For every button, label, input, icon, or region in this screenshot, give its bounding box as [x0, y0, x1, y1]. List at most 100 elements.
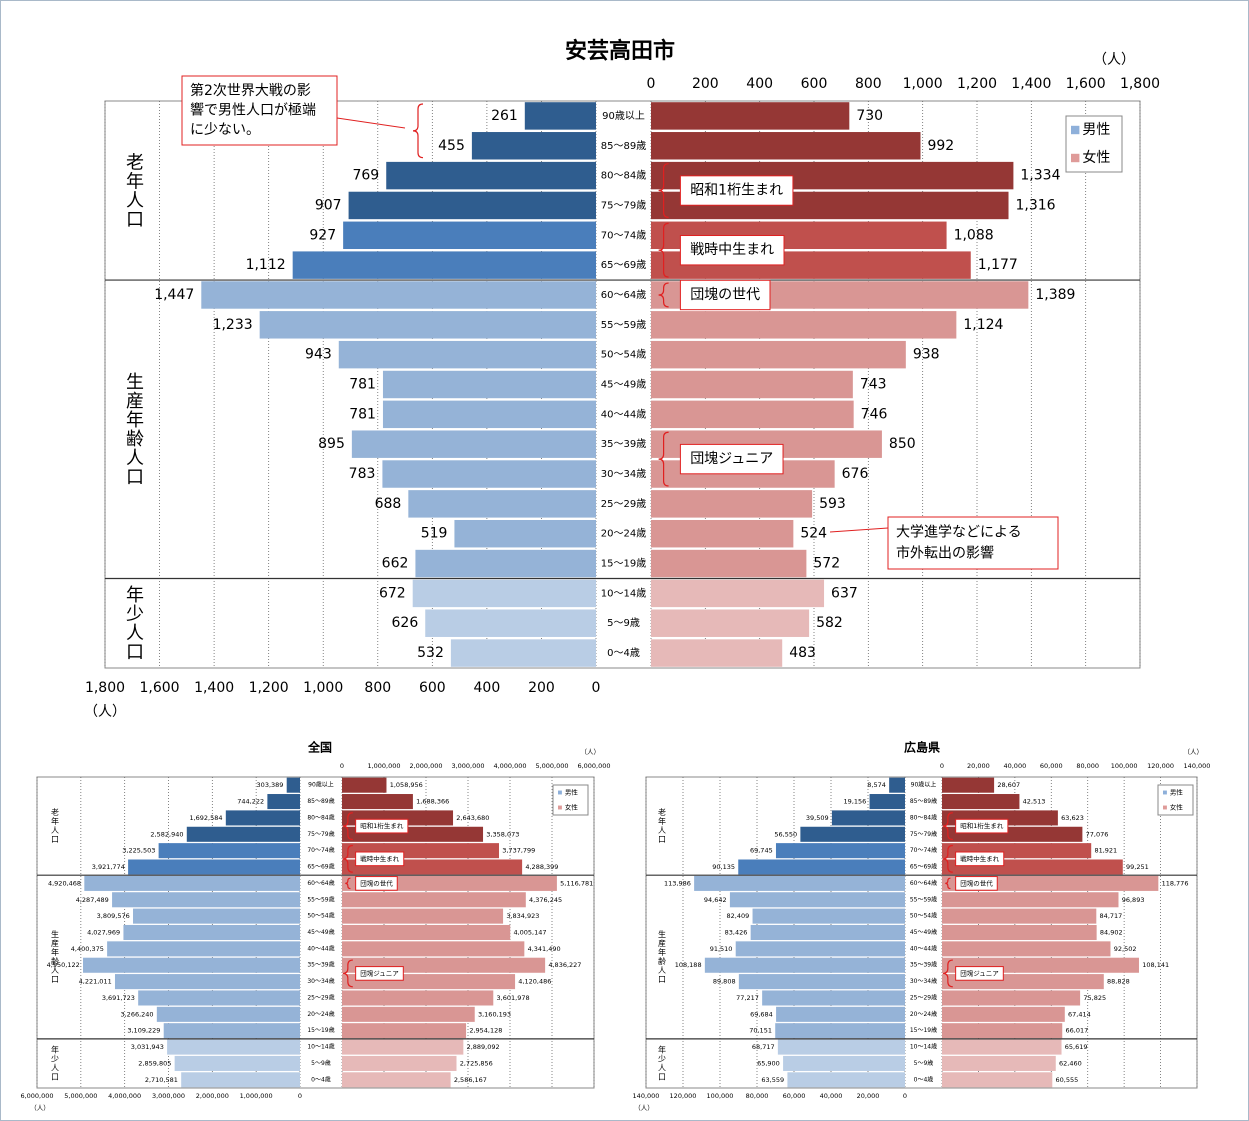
annotation-text: 昭和1桁生まれ	[360, 821, 404, 830]
x-tick-label: 4,000,000	[493, 762, 526, 770]
age-label: 25〜29歳	[910, 993, 937, 1001]
value-label: 2,710,581	[145, 1076, 178, 1084]
value-label: 483	[789, 645, 816, 661]
bar-male	[133, 908, 300, 924]
age-label: 35〜39歳	[910, 961, 937, 969]
callout-text: 市外転出の影響	[896, 545, 994, 562]
x-tick-label: 3,000,000	[152, 1092, 185, 1100]
group-label: 生産年齢人口	[51, 929, 60, 984]
value-label: 108,141	[1142, 961, 1169, 969]
annotation-brace	[658, 282, 669, 308]
unit-label: （人）	[1093, 52, 1135, 68]
bar-female	[942, 941, 1111, 957]
bar-male	[84, 875, 300, 891]
age-label: 65〜69歳	[910, 863, 937, 871]
x-tick-label: 5,000,000	[535, 762, 568, 770]
group-label: 年少人口	[658, 1044, 667, 1081]
group-label: 老年人口	[51, 807, 60, 844]
bar-male	[267, 794, 300, 810]
value-label: 77,076	[1086, 830, 1109, 838]
bar-male	[382, 460, 596, 488]
bar-male	[415, 549, 596, 578]
legend-box	[1065, 115, 1123, 173]
x-tick-label: 1,800	[1120, 76, 1160, 92]
x-tick-label: 600	[419, 680, 446, 696]
age-label: 20〜24歳	[910, 1010, 937, 1018]
value-label: 2,725,856	[460, 1059, 493, 1067]
legend-swatch	[1163, 805, 1167, 810]
unit-label: （人）	[581, 748, 601, 756]
bar-female	[342, 794, 413, 810]
bar-male	[382, 370, 596, 399]
legend-box	[552, 784, 589, 816]
value-label: 1,058,956	[390, 781, 423, 789]
value-label: 65,900	[757, 1059, 780, 1067]
value-label: 3,358,073	[486, 830, 519, 838]
bar-female	[942, 777, 995, 793]
age-label: 35〜39歳	[601, 438, 646, 450]
value-label: 4,341,490	[528, 945, 561, 953]
x-tick-label: 20,000	[857, 1092, 880, 1100]
legend-label: 男性	[565, 788, 579, 797]
value-label: 2,586,167	[454, 1076, 487, 1084]
age-label: 45〜49歳	[910, 928, 937, 936]
value-label: 66,017	[1065, 1027, 1088, 1035]
age-label: 50〜54歳	[307, 912, 334, 920]
value-label: 84,717	[1100, 912, 1123, 920]
bar-male	[412, 579, 596, 608]
bar-female	[942, 1006, 1065, 1022]
bar-male	[750, 924, 905, 941]
bar-male	[738, 859, 905, 875]
annotation-brace	[942, 959, 953, 988]
x-tick-label: 1,200	[957, 76, 997, 92]
x-tick-label: 80,000	[746, 1092, 769, 1100]
annotation-box	[679, 443, 784, 475]
value-label: 3,031,943	[131, 1043, 164, 1051]
x-tick-label: 0	[340, 762, 344, 770]
x-tick-label: 0	[298, 1092, 302, 1100]
value-label: 907	[315, 197, 342, 213]
x-tick-label: 800	[855, 76, 882, 92]
annotation-text: 昭和1桁生まれ	[960, 821, 1004, 830]
x-tick-label: 60,000	[1040, 762, 1063, 770]
age-label: 40〜44歳	[601, 408, 646, 420]
callout-text: 響で男性人口が極端	[190, 102, 316, 119]
value-label: 89,808	[713, 978, 736, 986]
x-tick-label: 600	[801, 76, 828, 92]
value-label: 1,688,366	[416, 798, 449, 806]
x-tick-label: 40,000	[820, 1092, 843, 1100]
age-label: 50〜54歳	[601, 349, 646, 361]
value-label: 63,623	[1061, 814, 1084, 822]
age-label: 25〜29歳	[601, 498, 646, 510]
x-tick-label: 60,000	[783, 1092, 806, 1100]
plot-frame	[645, 776, 1198, 1089]
value-label: 637	[831, 585, 858, 601]
age-label: 75〜79歳	[910, 830, 937, 838]
age-label: 55〜59歳	[307, 895, 334, 903]
x-tick-label: 100,000	[707, 1092, 734, 1100]
x-tick-label: 120,000	[1147, 762, 1174, 770]
bar-female	[342, 908, 504, 924]
bar-female	[651, 549, 807, 578]
value-label: 19,156	[844, 798, 867, 806]
x-tick-label: 3,000,000	[451, 762, 484, 770]
annotation-box	[955, 876, 998, 891]
x-tick-label: 1,400	[194, 680, 234, 696]
age-label: 60〜64歳	[601, 289, 646, 301]
value-label: 2,954,128	[469, 1027, 502, 1035]
bar-male	[112, 892, 300, 908]
group-label: 年少人口	[51, 1044, 60, 1081]
bar-female	[942, 924, 1097, 941]
annotation-box	[955, 966, 1004, 981]
value-label: 67,414	[1068, 1010, 1091, 1018]
bar-female	[342, 1006, 475, 1022]
bar-male	[107, 941, 300, 957]
age-label: 70〜74歳	[910, 846, 937, 854]
value-label: 83,426	[725, 929, 748, 937]
age-label: 65〜69歳	[601, 259, 646, 271]
value-label: 118,776	[1162, 879, 1189, 887]
age-label: 40〜44歳	[910, 944, 937, 952]
value-label: 1,177	[978, 257, 1018, 273]
bar-male	[201, 281, 596, 309]
value-label: 3,109,229	[127, 1027, 160, 1035]
